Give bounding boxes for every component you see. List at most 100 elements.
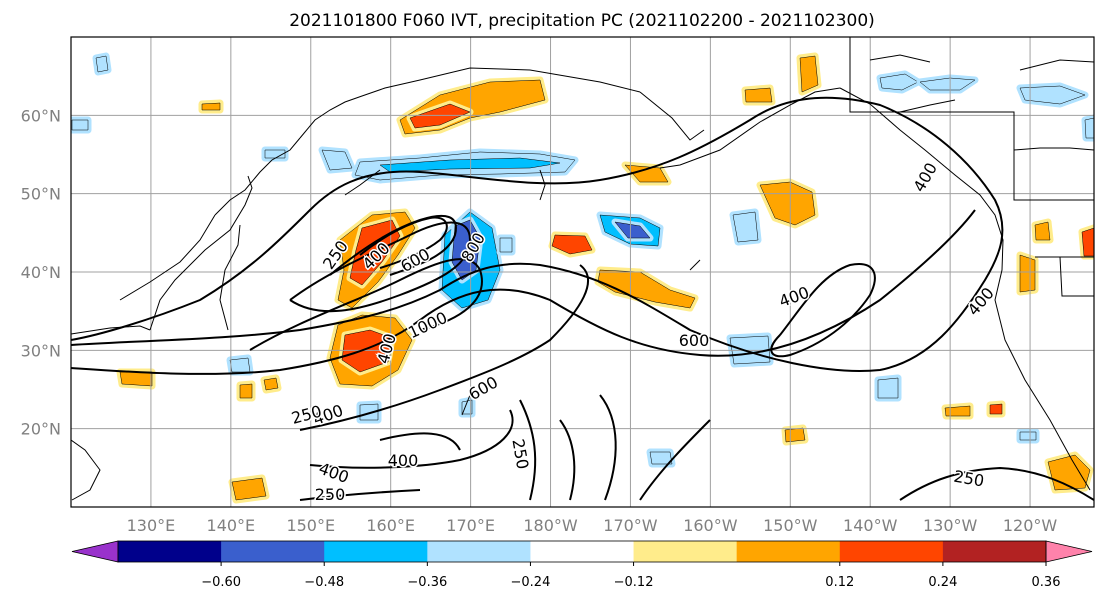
negative-precip-anomaly [229, 357, 251, 373]
x-tick-label: 170°E [446, 516, 495, 535]
x-tick-label: 170°W [603, 516, 658, 535]
negative-precip-anomaly [919, 77, 976, 91]
positive-precip-anomaly [119, 371, 153, 387]
positive-precip-anomaly [201, 102, 221, 111]
ivt-contour [899, 466, 1094, 501]
colorbar-segment [942, 541, 1047, 562]
negative-precip-anomaly [95, 55, 109, 73]
colorbar-tick-label: −0.24 [511, 575, 551, 590]
y-tick-label: 60°N [21, 106, 61, 125]
colorbar-extend-low [71, 540, 119, 563]
map-frame [70, 36, 1095, 508]
colorbar-tick-label: 0.24 [928, 575, 957, 590]
negative-precip-anomaly [614, 221, 651, 239]
colorbar-outline [117, 540, 1047, 563]
ivt-contour [299, 264, 590, 431]
ivt-contours [71, 96, 1094, 501]
colorbar-segment [427, 541, 531, 562]
positive-precip-anomaly [239, 383, 253, 399]
coastline [119, 214, 216, 301]
positive-precip-anomaly [944, 405, 971, 417]
coastline [849, 37, 1094, 201]
negative-precip-anomaly [877, 377, 899, 399]
ivt-contour [299, 489, 421, 501]
x-tick-label: 160°W [683, 516, 738, 535]
colorbar-tick-label: −0.12 [614, 575, 654, 590]
x-axis-ticks: 130°E 140°E 150°E 160°E 170°E 180°W 170°W 160°W… [127, 516, 1058, 535]
colorbar-tick-label: 0.12 [825, 575, 854, 590]
colorbar-tick-label: 0.36 [1032, 575, 1061, 590]
contour-label: 250 [315, 485, 346, 504]
chart-title: 2021101800 F060 IVT, precipitation PC (2… [289, 11, 875, 31]
coastline [1019, 59, 1094, 71]
negative-precip-anomaly [71, 119, 89, 131]
colorbar-segment [530, 541, 635, 562]
colorbar-segment [736, 541, 841, 562]
ivt-contour [249, 258, 483, 351]
positive-precip-anomaly [989, 403, 1003, 415]
coastline [869, 54, 931, 63]
x-tick-label: 150°W [763, 516, 818, 535]
ivt-contour [379, 432, 461, 451]
negative-precip-anomaly [321, 149, 353, 171]
coastline [899, 99, 956, 113]
coastlines [71, 37, 1094, 501]
colorbar-tick-label: −0.36 [407, 575, 447, 590]
negative-precip-anomaly [1084, 117, 1094, 139]
positive-precip-anomaly [1019, 254, 1036, 293]
ivt-contour [639, 419, 711, 501]
positive-precip-anomaly [231, 477, 267, 501]
ivt-contour [519, 399, 537, 501]
positive-precip-anomaly [409, 103, 471, 129]
contour-label: 400 [388, 451, 419, 470]
x-tick-label: 160°E [366, 516, 415, 535]
coastline [839, 87, 1091, 491]
positive-precip-anomaly [799, 55, 819, 93]
ivt-contour [289, 221, 472, 313]
ivt-contour [309, 409, 514, 469]
coastline [149, 175, 253, 331]
ivt-contour [599, 394, 617, 501]
colorbar [71, 540, 1093, 563]
negative-precip-anomaly [499, 237, 513, 253]
contour-label: 250 [508, 437, 532, 470]
colorbar-segment [839, 541, 944, 562]
positive-precip-anomaly [263, 377, 279, 391]
positive-precip-anomaly [551, 234, 593, 255]
y-tick-label: 20°N [21, 420, 61, 439]
negative-precip-anomaly [732, 211, 759, 243]
contour-label: 600 [679, 331, 710, 350]
x-tick-label: 120°W [1003, 516, 1058, 535]
negative-precip-anomaly [1019, 431, 1037, 441]
coastline [219, 224, 241, 331]
colorbar-tick-label: −0.60 [201, 575, 241, 590]
positive-precip-anomaly [341, 329, 393, 373]
ivt-contour [329, 214, 457, 276]
ivt-contour [71, 96, 1004, 372]
positive-precip-anomaly [1081, 227, 1094, 257]
negative-precip-anomaly [649, 451, 673, 465]
ivt-contour [559, 419, 576, 501]
coastline [461, 394, 471, 416]
positive-precip-anomaly [744, 87, 773, 103]
colorbar-tick-label: −0.48 [304, 575, 344, 590]
positive-precip-anomaly [597, 269, 696, 309]
y-tick-label: 50°N [21, 185, 61, 204]
x-tick-label: 140°E [207, 516, 256, 535]
coastline [299, 67, 641, 139]
colorbar-extend-high [1045, 540, 1093, 563]
colorbar-segment [221, 541, 325, 562]
coastline [1013, 147, 1094, 151]
positive-precip-anomaly [1034, 221, 1051, 241]
colorbar-ticks: −0.60−0.48−0.36−0.24−0.120.120.240.360.4… [201, 562, 1061, 590]
ivt-contour [770, 263, 876, 358]
x-tick-label: 180°W [523, 516, 578, 535]
negative-precip-anomaly [1019, 85, 1086, 105]
coastline [689, 259, 701, 271]
negative-precip-anomaly [461, 399, 473, 415]
coastline [1059, 256, 1094, 297]
positive-precip-anomaly [624, 164, 669, 183]
coastline [214, 137, 301, 216]
